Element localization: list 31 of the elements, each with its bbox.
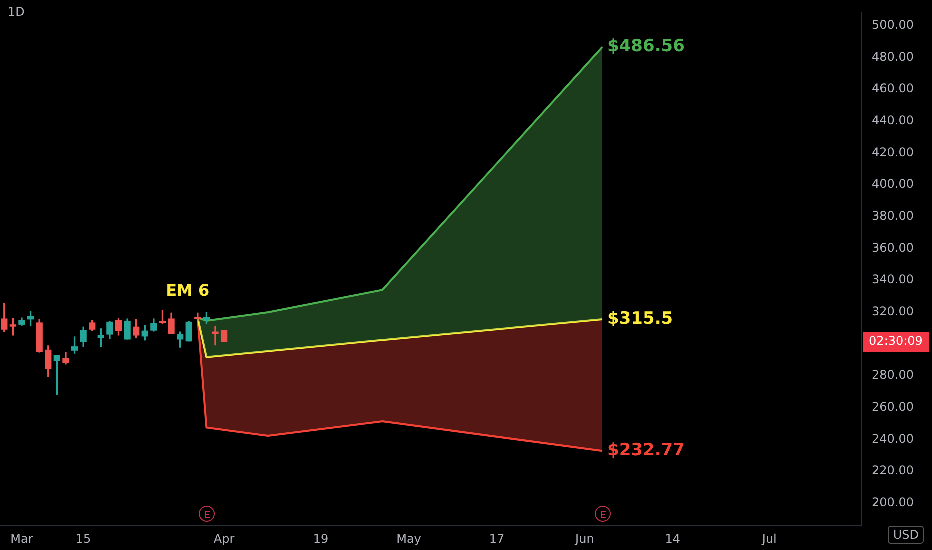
x-tick-label: 14 <box>665 532 681 546</box>
data-label: $486.56 <box>608 36 685 57</box>
y-tick-label: 360.00 <box>872 240 914 255</box>
annotation: EM 6 <box>166 281 210 300</box>
x-tick-label: Jun <box>574 532 594 546</box>
y-tick-label: 420.00 <box>872 145 914 160</box>
y-axis-title: USD <box>888 526 924 544</box>
x-tick-label: Apr <box>214 532 235 546</box>
data-label: $232.77 <box>608 440 685 461</box>
y-tick-label: 240.00 <box>872 432 914 446</box>
y-tick-label: 460.00 <box>872 82 914 96</box>
y-tick-label: 320.00 <box>872 304 914 318</box>
y-tick-label: 220.00 <box>872 464 914 478</box>
y-tick-label: 340.00 <box>872 272 914 287</box>
x-tick-label: May <box>396 532 422 546</box>
x-tick-label: Mar <box>10 532 34 546</box>
x-tick-label: 15 <box>76 532 92 546</box>
y-tick-label: 200.00 <box>872 495 914 510</box>
y-tick-label: 260.00 <box>872 400 914 414</box>
x-tick-label: Jul <box>761 532 777 546</box>
text: 02:30:09 <box>869 334 923 348</box>
y-tick-label: 440.00 <box>872 114 914 128</box>
data-label: $315.5 <box>608 308 674 329</box>
x-tick-label: 19 <box>313 532 329 546</box>
y-tick-label: 480.00 <box>872 50 914 64</box>
y-tick-label: 380.00 <box>872 209 914 224</box>
x-tick-label: 17 <box>489 532 505 546</box>
y-tick-label: 400.00 <box>872 177 914 192</box>
y-tick-label: 500.00 <box>872 18 914 32</box>
chart-title: 1D <box>8 5 25 20</box>
y-tick-label: 280.00 <box>872 368 914 382</box>
